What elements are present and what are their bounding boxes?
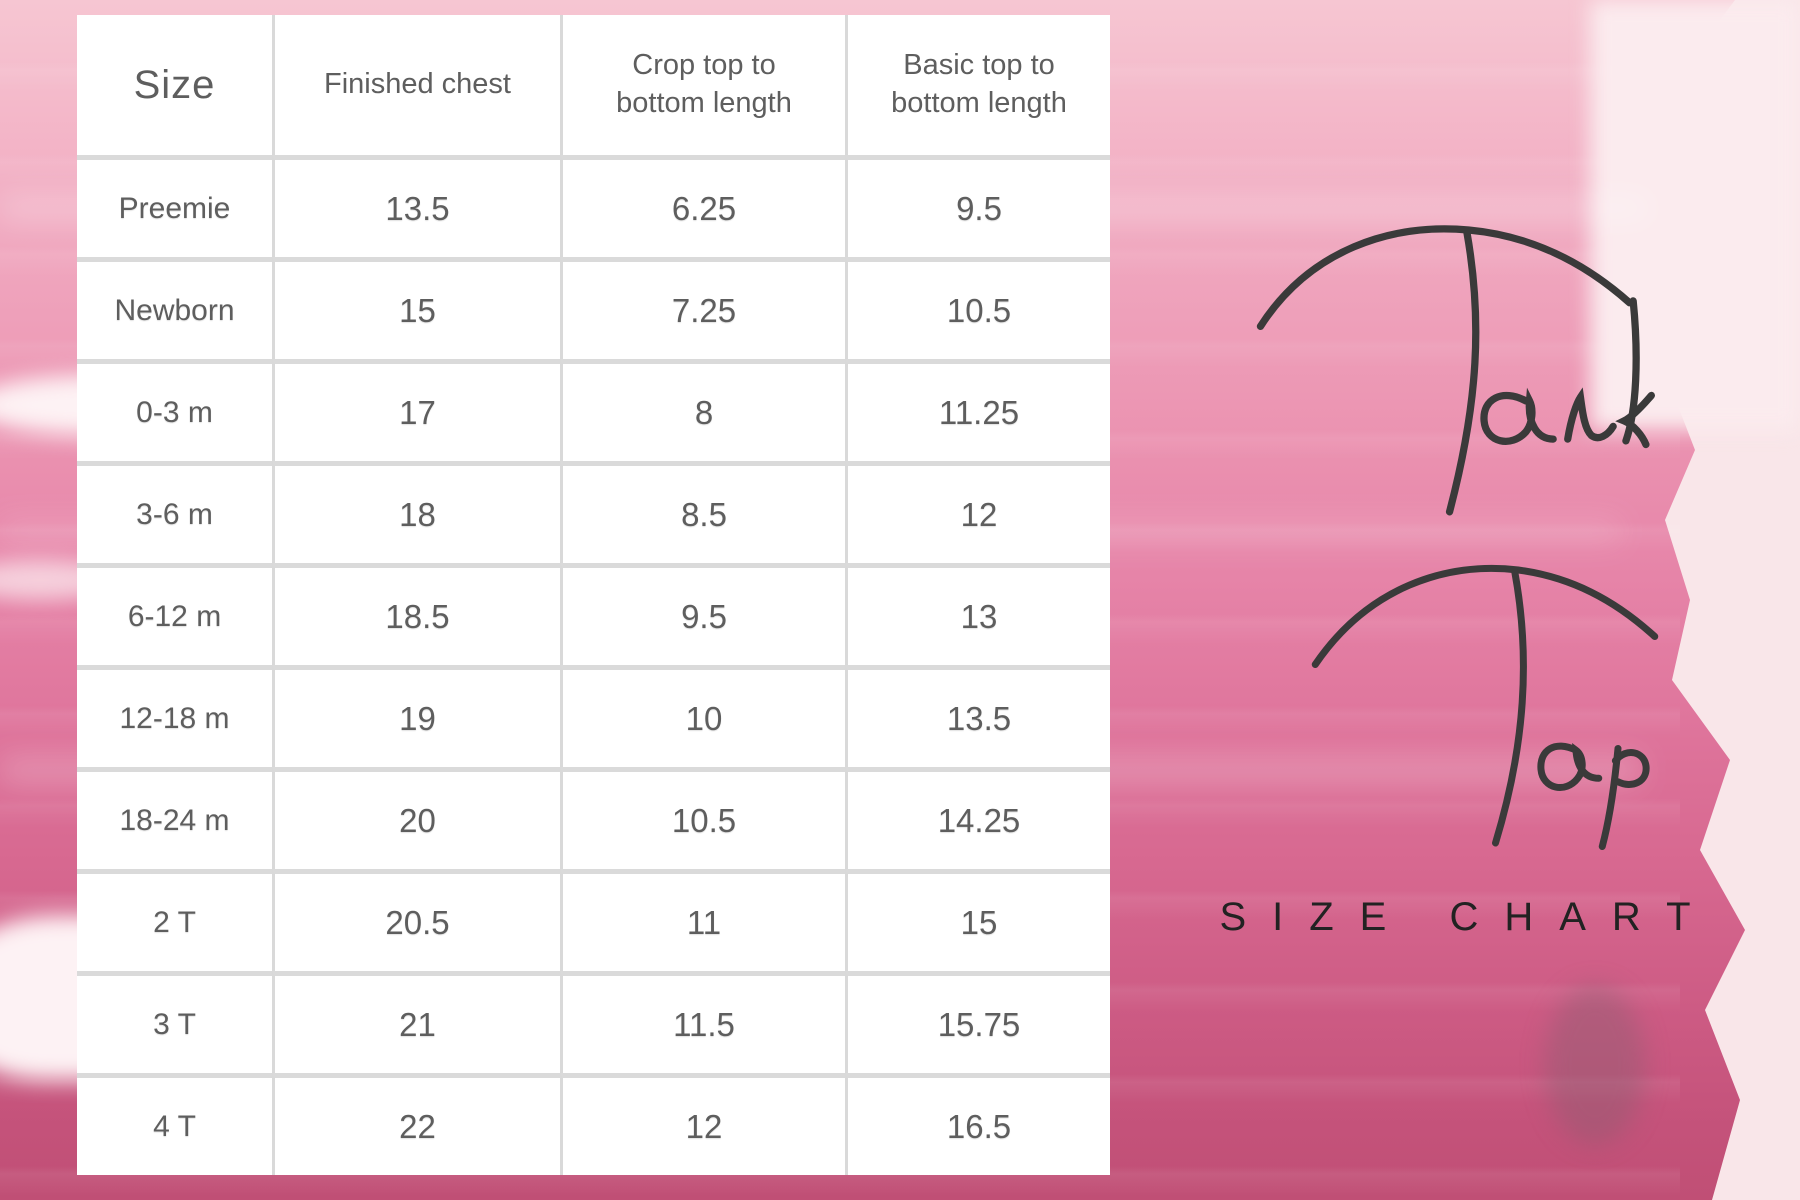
measurement-value: 8.5 [560, 461, 845, 563]
measurement-value: 9.5 [560, 563, 845, 665]
measurement-value: 9.5 [845, 155, 1110, 257]
column-header-size: Size [133, 63, 216, 107]
measurement-value: 10 [560, 665, 845, 767]
measurement-value: 18.5 [272, 563, 560, 665]
size-label: Newborn [77, 257, 272, 359]
size-label: 0-3 m [77, 359, 272, 461]
measurement-value: 12 [560, 1073, 845, 1175]
size-label: 6-12 m [77, 563, 272, 665]
size-label: 18-24 m [77, 767, 272, 869]
size-label: 3 T [77, 971, 272, 1073]
measurement-value: 21 [272, 971, 560, 1073]
measurement-value: 13.5 [272, 155, 560, 257]
measurement-value: 10.5 [845, 257, 1110, 359]
size-label: 3-6 m [77, 461, 272, 563]
measurement-value: 13.5 [845, 665, 1110, 767]
measurement-value: 13 [845, 563, 1110, 665]
script-word-top [1311, 564, 1659, 850]
measurement-value: 15.75 [845, 971, 1110, 1073]
measurement-value: 12 [845, 461, 1110, 563]
measurement-value: 7.25 [560, 257, 845, 359]
measurement-value: 15 [845, 869, 1110, 971]
measurement-value: 18 [272, 461, 560, 563]
measurement-value: 10.5 [560, 767, 845, 869]
size-chart-card: Size Finished chest Crop top to bottom l… [77, 15, 1110, 1175]
measurement-value: 8 [560, 359, 845, 461]
size-label: 12-18 m [77, 665, 272, 767]
measurement-value: 20.5 [272, 869, 560, 971]
size-label: Preemie [77, 155, 272, 257]
measurement-value: 11 [560, 869, 845, 971]
measurement-value: 17 [272, 359, 560, 461]
mauve-smudge [1545, 985, 1645, 1145]
measurement-value: 19 [272, 665, 560, 767]
measurement-value: 6.25 [560, 155, 845, 257]
measurement-value: 22 [272, 1073, 560, 1175]
column-header-crop-top-length: Crop top to bottom length [560, 15, 845, 155]
size-table: Size Finished chest Crop top to bottom l… [77, 15, 1110, 1175]
size-label: 2 T [77, 869, 272, 971]
size-chart-subtitle: SIZE CHART [1219, 895, 1717, 939]
measurement-value: 15 [272, 257, 560, 359]
measurement-value: 16.5 [845, 1073, 1110, 1175]
script-word-tank [1256, 225, 1655, 516]
top-right-light-patch [1590, 0, 1800, 430]
measurement-value: 11.25 [845, 359, 1110, 461]
measurement-value: 20 [272, 767, 560, 869]
column-header-basic-top-length: Basic top to bottom length [845, 15, 1110, 155]
measurement-value: 14.25 [845, 767, 1110, 869]
size-label: 4 T [77, 1073, 272, 1175]
measurement-value: 11.5 [560, 971, 845, 1073]
column-header-finished-chest: Finished chest [272, 15, 560, 155]
